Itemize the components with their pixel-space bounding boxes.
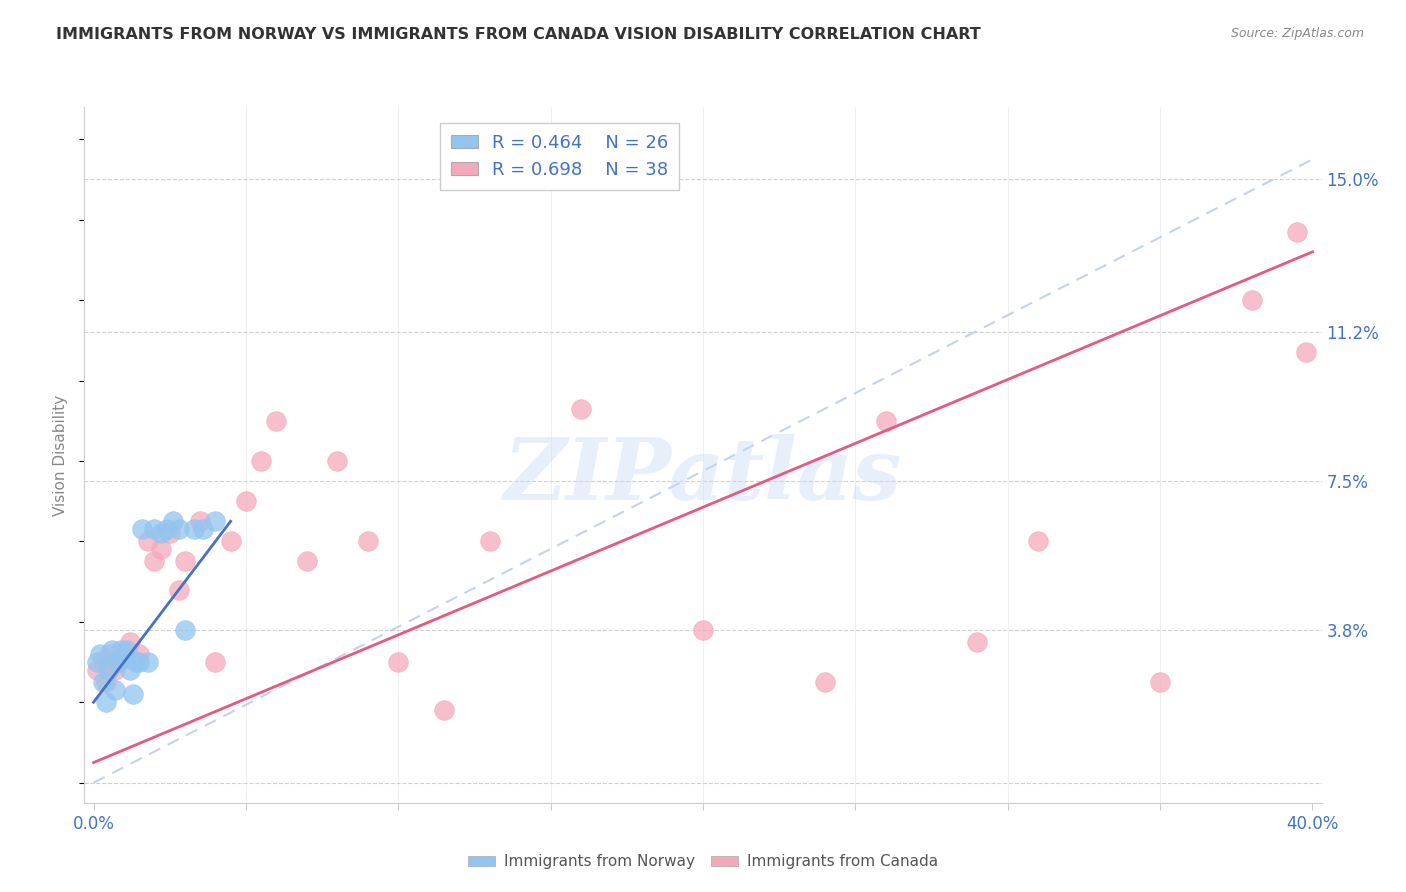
Point (1149, 675, 1171, 690)
Point (433, 703, 456, 717)
Point (159, 526, 181, 541)
Point (149, 542, 172, 557)
Point (156, 522, 179, 536)
Point (143, 554, 166, 568)
Point (86, 663, 108, 677)
Point (387, 655, 409, 669)
Point (357, 534, 380, 549)
Point (266, 414, 288, 428)
Point (1026, 534, 1049, 549)
Point (167, 582, 190, 597)
Point (875, 414, 897, 428)
Point (478, 534, 501, 549)
Point (204, 655, 226, 669)
Point (188, 514, 211, 528)
Point (174, 623, 197, 637)
Point (295, 554, 318, 568)
Point (149, 526, 172, 541)
Point (91, 655, 114, 669)
Point (128, 647, 150, 661)
Legend: Immigrants from Norway, Immigrants from Canada: Immigrants from Norway, Immigrants from … (461, 848, 945, 875)
Point (107, 655, 129, 669)
Point (104, 663, 127, 677)
Point (183, 522, 205, 536)
Point (97, 647, 120, 661)
Point (128, 655, 150, 669)
Point (101, 655, 124, 669)
Point (174, 554, 197, 568)
Point (250, 454, 273, 468)
Point (204, 514, 226, 528)
Point (86, 655, 108, 669)
Point (219, 534, 242, 549)
Point (101, 643, 124, 657)
Point (966, 635, 988, 649)
Point (112, 651, 135, 665)
Text: IMMIGRANTS FROM NORWAY VS IMMIGRANTS FROM CANADA VISION DISABILITY CORRELATION C: IMMIGRANTS FROM NORWAY VS IMMIGRANTS FRO… (56, 27, 981, 42)
Point (193, 522, 215, 536)
Point (115, 643, 138, 657)
Point (120, 663, 142, 677)
Point (167, 522, 190, 536)
Point (89, 647, 111, 661)
Point (162, 514, 184, 528)
Point (138, 534, 160, 549)
Point (143, 522, 166, 536)
Point (692, 623, 714, 637)
Point (122, 687, 145, 701)
Text: ZIPatlas: ZIPatlas (503, 434, 903, 517)
Point (120, 635, 142, 649)
Point (107, 655, 129, 669)
Point (91, 675, 114, 690)
Point (1240, 293, 1263, 307)
Point (1295, 345, 1317, 359)
Point (235, 494, 257, 508)
Point (125, 655, 148, 669)
Point (131, 522, 153, 536)
Point (569, 401, 592, 416)
Point (97, 663, 120, 677)
Point (138, 655, 160, 669)
Y-axis label: Vision Disability: Vision Disability (53, 394, 69, 516)
Point (110, 643, 132, 657)
Point (814, 675, 837, 690)
Point (326, 454, 349, 468)
Text: Source: ZipAtlas.com: Source: ZipAtlas.com (1230, 27, 1364, 40)
Point (94, 675, 117, 690)
Point (104, 683, 127, 698)
Point (1286, 225, 1309, 239)
Legend: R = 0.464    N = 26, R = 0.698    N = 38: R = 0.464 N = 26, R = 0.698 N = 38 (440, 123, 679, 190)
Point (112, 647, 135, 661)
Point (94, 695, 117, 709)
